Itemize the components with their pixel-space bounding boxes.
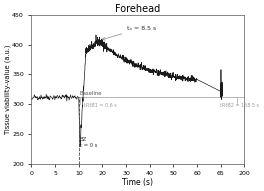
Text: tRtB1 = 0.6 s: tRtB1 = 0.6 s bbox=[84, 103, 116, 108]
Text: tRtB2 = 158.5 s: tRtB2 = 158.5 s bbox=[220, 103, 259, 108]
Text: Baseline: Baseline bbox=[80, 91, 102, 96]
Y-axis label: Tissue viability-value (a.u.): Tissue viability-value (a.u.) bbox=[4, 45, 11, 134]
Text: tₐ = 8.5 s: tₐ = 8.5 s bbox=[102, 26, 157, 40]
X-axis label: Time (s): Time (s) bbox=[122, 178, 153, 187]
Text: BZ
t = 0 s: BZ t = 0 s bbox=[80, 137, 97, 148]
Title: Forehead: Forehead bbox=[115, 4, 161, 14]
